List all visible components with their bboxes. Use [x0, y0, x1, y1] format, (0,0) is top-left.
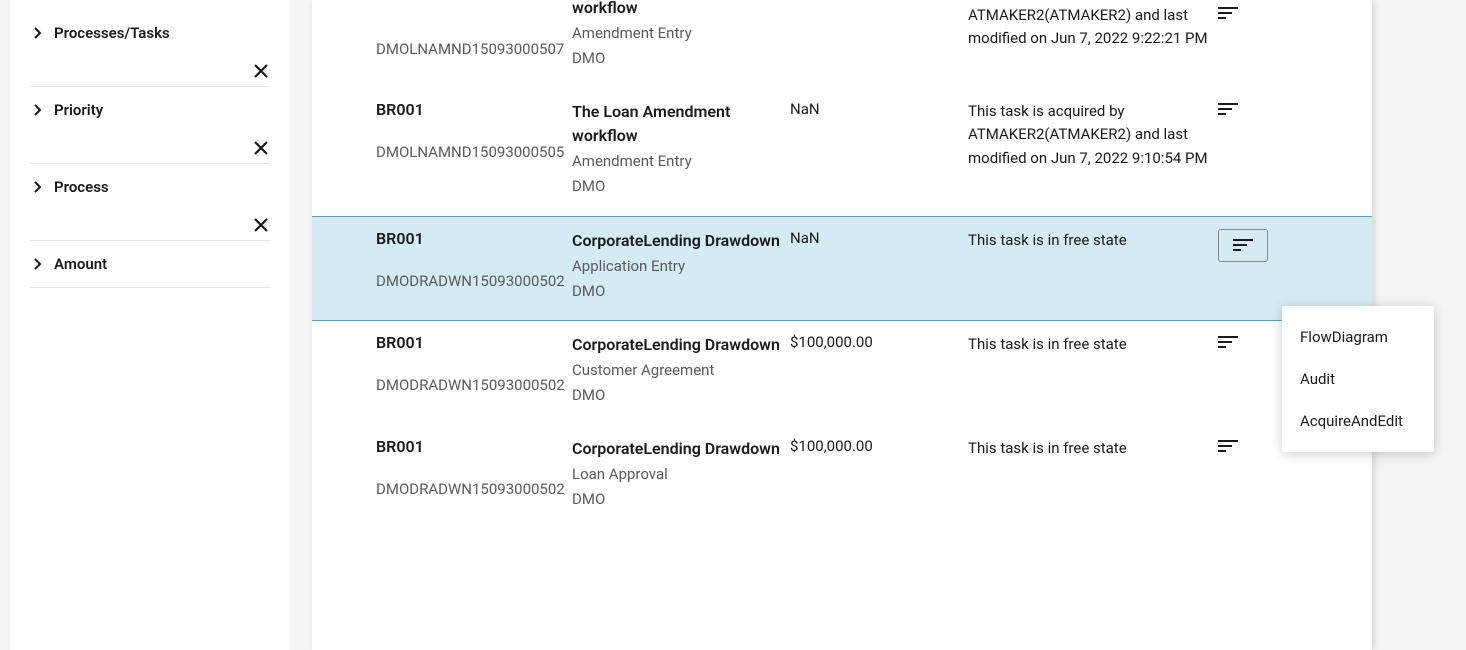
col-workflow: workflowAmendment EntryDMO: [572, 0, 790, 69]
menu-item-audit[interactable]: Audit: [1282, 358, 1434, 400]
close-icon[interactable]: [252, 62, 270, 80]
col-actions: [1218, 329, 1278, 406]
workflow-org: DMO: [572, 175, 780, 198]
col-actions: [1218, 0, 1278, 69]
workflow-org: DMO: [572, 280, 780, 303]
col-amount: [790, 0, 968, 69]
sidebar: Processes/Tasks Priority Process Amount: [10, 0, 290, 650]
col-status: This task is in free state: [968, 433, 1218, 510]
filter-label: Process: [54, 178, 109, 196]
reference-number: DMODRADWN15093000502: [376, 480, 572, 498]
chevron-right-icon: [30, 256, 46, 272]
col-amount: NaN: [790, 225, 968, 302]
branch-code: BR001: [376, 333, 572, 352]
workflow-title: workflow: [572, 0, 780, 20]
amount-value: NaN: [790, 229, 968, 247]
col-branch: BR001 DMODRADWN15093000502: [312, 433, 572, 510]
col-amount: $100,000.00: [790, 329, 968, 406]
status-text: This task is in free state: [968, 437, 1212, 460]
filter-item-processes-tasks[interactable]: Processes/Tasks: [30, 10, 270, 56]
status-text: This task is in free state: [968, 229, 1212, 252]
reference-number: DMODRADWN15093000502: [376, 272, 572, 290]
workflow-title: CorporateLending Drawdown: [572, 333, 780, 357]
row-menu-icon[interactable]: [1218, 437, 1238, 453]
filter-close-row: [30, 56, 270, 87]
row-menu-icon[interactable]: [1218, 333, 1238, 349]
table-row[interactable]: BR001DMODRADWN15093000502CorporateLendin…: [312, 425, 1372, 529]
branch-code: BR001: [376, 437, 572, 456]
chevron-right-icon: [30, 179, 46, 195]
workflow-stage: Customer Agreement: [572, 359, 780, 382]
workflow-stage: Amendment Entry: [572, 150, 780, 173]
workflow-title: The Loan Amendment workflow: [572, 100, 780, 148]
filter-close-row: [30, 133, 270, 164]
col-amount: $100,000.00: [790, 433, 968, 510]
filter-divider: [30, 287, 270, 288]
menu-item-flowdiagram[interactable]: FlowDiagram: [1282, 316, 1434, 358]
table-row[interactable]: BR001DMODRADWN15093000502CorporateLendin…: [312, 321, 1372, 425]
row-menu-icon[interactable]: [1218, 4, 1238, 20]
col-status: This task is in free state: [968, 329, 1218, 406]
menu-item-acquireandedit[interactable]: AcquireAndEdit: [1282, 400, 1434, 442]
row-menu-icon[interactable]: [1218, 229, 1268, 262]
branch-code: BR001: [376, 100, 572, 119]
reference-number: DMOLNAMND15093000507: [376, 40, 572, 58]
workflow-title: CorporateLending Drawdown: [572, 437, 780, 461]
reference-number: DMODRADWN15093000502: [376, 376, 572, 394]
col-branch: DMOLNAMND15093000507: [312, 0, 572, 69]
workflow-stage: Application Entry: [572, 255, 780, 278]
status-text: This task is in free state: [968, 333, 1212, 356]
filter-label: Processes/Tasks: [54, 24, 170, 42]
filter-item-amount[interactable]: Amount: [30, 241, 270, 287]
amount-value: $100,000.00: [790, 437, 968, 455]
workflow-org: DMO: [572, 47, 780, 70]
filter-item-process[interactable]: Process: [30, 164, 270, 210]
task-list: DMOLNAMND15093000507workflowAmendment En…: [312, 0, 1372, 650]
chevron-right-icon: [30, 102, 46, 118]
row-action-menu: FlowDiagramAuditAcquireAndEdit: [1282, 306, 1434, 452]
branch-code: BR001: [376, 229, 572, 248]
close-icon[interactable]: [252, 216, 270, 234]
filter-label: Priority: [54, 101, 103, 119]
amount-value: $100,000.00: [790, 333, 968, 351]
col-actions: [1218, 433, 1278, 510]
col-status: This task is in free state: [968, 225, 1218, 302]
col-status: ATMAKER2(ATMAKER2) and last modified on …: [968, 0, 1218, 69]
col-status: This task is acquired by ATMAKER2(ATMAKE…: [968, 96, 1218, 197]
workflow-org: DMO: [572, 384, 780, 407]
col-actions: [1218, 96, 1278, 197]
close-icon[interactable]: [252, 139, 270, 157]
col-actions: [1218, 225, 1278, 302]
filter-item-priority[interactable]: Priority: [30, 87, 270, 133]
amount-value: NaN: [790, 100, 968, 118]
col-branch: BR001 DMOLNAMND15093000505: [312, 96, 572, 197]
status-text: This task is acquired by ATMAKER2(ATMAKE…: [968, 100, 1212, 170]
col-workflow: CorporateLending DrawdownApplication Ent…: [572, 225, 790, 302]
col-amount: NaN: [790, 96, 968, 197]
col-workflow: The Loan Amendment workflowAmendment Ent…: [572, 96, 790, 197]
workflow-stage: Loan Approval: [572, 463, 780, 486]
table-row[interactable]: BR001DMODRADWN15093000502CorporateLendin…: [312, 216, 1372, 321]
row-menu-icon[interactable]: [1218, 100, 1238, 116]
col-branch: BR001 DMODRADWN15093000502: [312, 225, 572, 302]
workflow-org: DMO: [572, 488, 780, 511]
col-branch: BR001 DMODRADWN15093000502: [312, 329, 572, 406]
col-workflow: CorporateLending DrawdownCustomer Agreem…: [572, 329, 790, 406]
workflow-stage: Amendment Entry: [572, 22, 780, 45]
table-row[interactable]: DMOLNAMND15093000507workflowAmendment En…: [312, 0, 1372, 88]
workflow-title: CorporateLending Drawdown: [572, 229, 780, 253]
filter-close-row: [30, 210, 270, 241]
reference-number: DMOLNAMND15093000505: [376, 143, 572, 161]
chevron-right-icon: [30, 25, 46, 41]
filter-label: Amount: [54, 255, 107, 273]
status-text: ATMAKER2(ATMAKER2) and last modified on …: [968, 4, 1212, 51]
table-row[interactable]: BR001 DMOLNAMND15093000505The Loan Amendm…: [312, 88, 1372, 216]
col-workflow: CorporateLending DrawdownLoan ApprovalDM…: [572, 433, 790, 510]
